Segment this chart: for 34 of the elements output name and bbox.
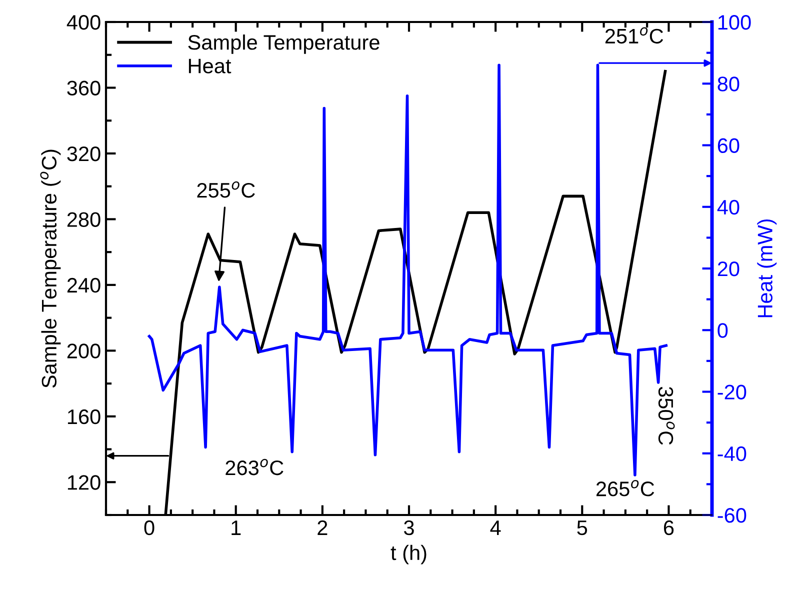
y2-tick-label: 100 xyxy=(718,15,751,30)
y-tick-label: 160 xyxy=(68,409,100,424)
annotation: 350$^{o}$C xyxy=(658,386,675,445)
y-tick-label: 240 xyxy=(67,278,100,293)
y2-tick-label: -20 xyxy=(718,384,746,400)
y2-tick-label: 0 xyxy=(718,323,728,338)
x-tick-label: 5 xyxy=(577,520,588,536)
y2-tick-label: -60 xyxy=(718,508,746,523)
x-tick-label: 0 xyxy=(144,520,154,536)
x-tick-label: 1 xyxy=(232,520,241,535)
y2-tick-label: 60 xyxy=(718,138,740,154)
y2-tick-label: 40 xyxy=(717,200,740,215)
y2-tick-label: 80 xyxy=(718,76,740,92)
x-tick-label: 4 xyxy=(490,520,501,535)
y2-tick-label: 20 xyxy=(718,262,740,276)
y-tick-label: 400 xyxy=(66,15,100,30)
x-tick-label: 3 xyxy=(404,520,414,536)
x-tick-label: 2 xyxy=(318,520,328,535)
y-tick-label: 280 xyxy=(67,212,100,227)
y-tick-label: 200 xyxy=(67,344,100,358)
annotation: 251$^{o}$C xyxy=(605,27,664,44)
y-tick-label: 120 xyxy=(68,475,100,490)
x-tick-label: 6 xyxy=(664,520,674,536)
annotation: 263$^{o}$C xyxy=(226,458,284,476)
legend-label: Sample Temperature xyxy=(188,34,380,54)
x-axis-title: t (h) xyxy=(390,544,426,564)
y2-tick-label: -40 xyxy=(718,446,746,462)
legend-label: Heat xyxy=(188,58,232,74)
y-tick-label: 360 xyxy=(67,80,100,96)
y-axis-title: Sample Temperature ($^{o}$C) xyxy=(40,150,61,388)
annotation: 265$^{o}$C xyxy=(596,480,654,496)
y-tick-label: 320 xyxy=(67,146,100,162)
annotation: 255$^{o}$C xyxy=(197,181,255,198)
y2-axis-title: Heat (mW) xyxy=(757,219,777,318)
